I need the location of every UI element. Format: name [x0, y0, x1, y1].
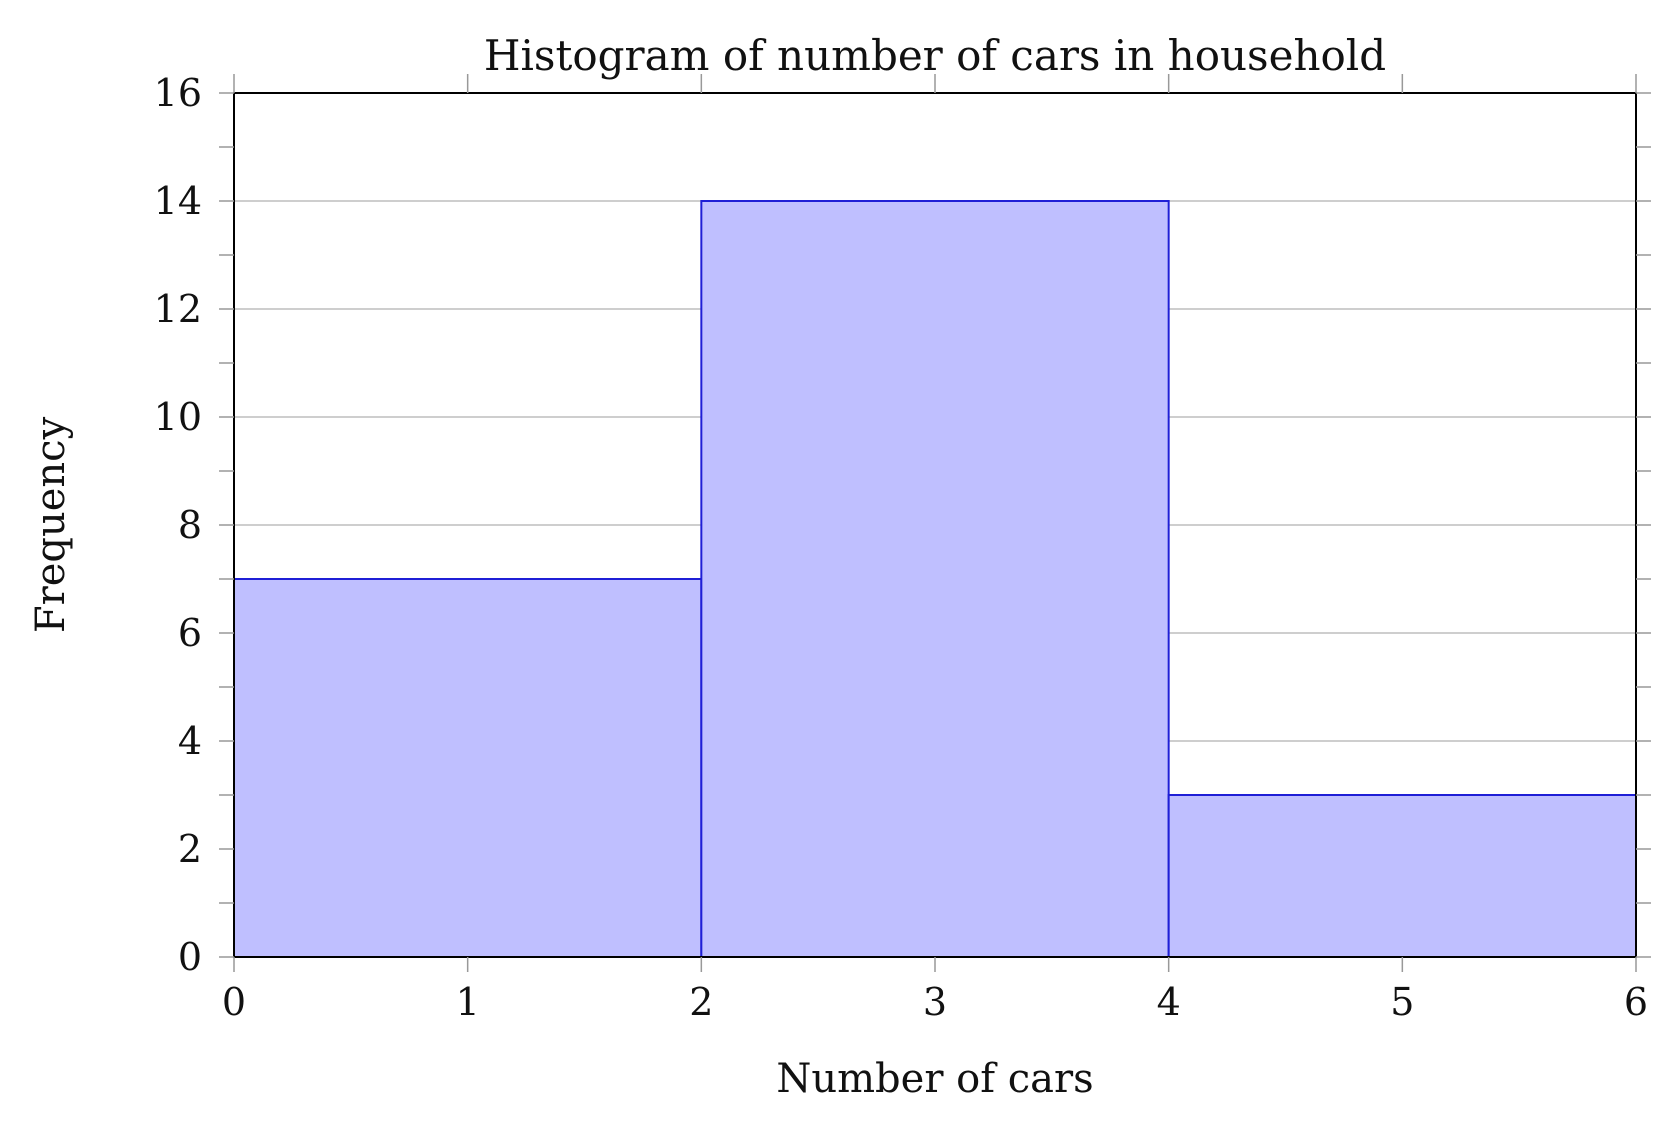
y-tick-label-12: 12 — [154, 287, 202, 331]
y-tick-label-6: 6 — [178, 611, 202, 655]
x-tick-label-4: 4 — [1157, 980, 1181, 1024]
bars-layer — [233, 200, 1637, 958]
x-tick-label-0: 0 — [222, 980, 246, 1024]
chart-title: Histogram of number of cars in household — [484, 31, 1386, 80]
x-tick-label-6: 6 — [1624, 980, 1648, 1024]
x-tick-label-5: 5 — [1390, 980, 1414, 1024]
x-tick-label-2: 2 — [689, 980, 713, 1024]
y-tick-label-14: 14 — [154, 179, 202, 223]
y-tick-label-10: 10 — [154, 395, 202, 439]
y-tick-label-2: 2 — [178, 827, 202, 871]
x-tick-label-3: 3 — [923, 980, 947, 1024]
y-axis-title: Frequency — [28, 416, 74, 633]
ticks-layer — [219, 74, 1651, 972]
x-axis-title: Number of cars — [776, 1056, 1093, 1102]
histogram-bar-0-2 — [233, 578, 703, 958]
histogram-bar-4-6 — [1167, 794, 1637, 958]
x-tick-label-1: 1 — [456, 980, 480, 1024]
y-tick-label-4: 4 — [178, 719, 202, 763]
y-tick-label-16: 16 — [154, 71, 202, 115]
histogram-bar-2-4 — [700, 200, 1170, 958]
y-tick-label-0: 0 — [178, 935, 202, 979]
y-tick-label-8: 8 — [178, 503, 202, 547]
